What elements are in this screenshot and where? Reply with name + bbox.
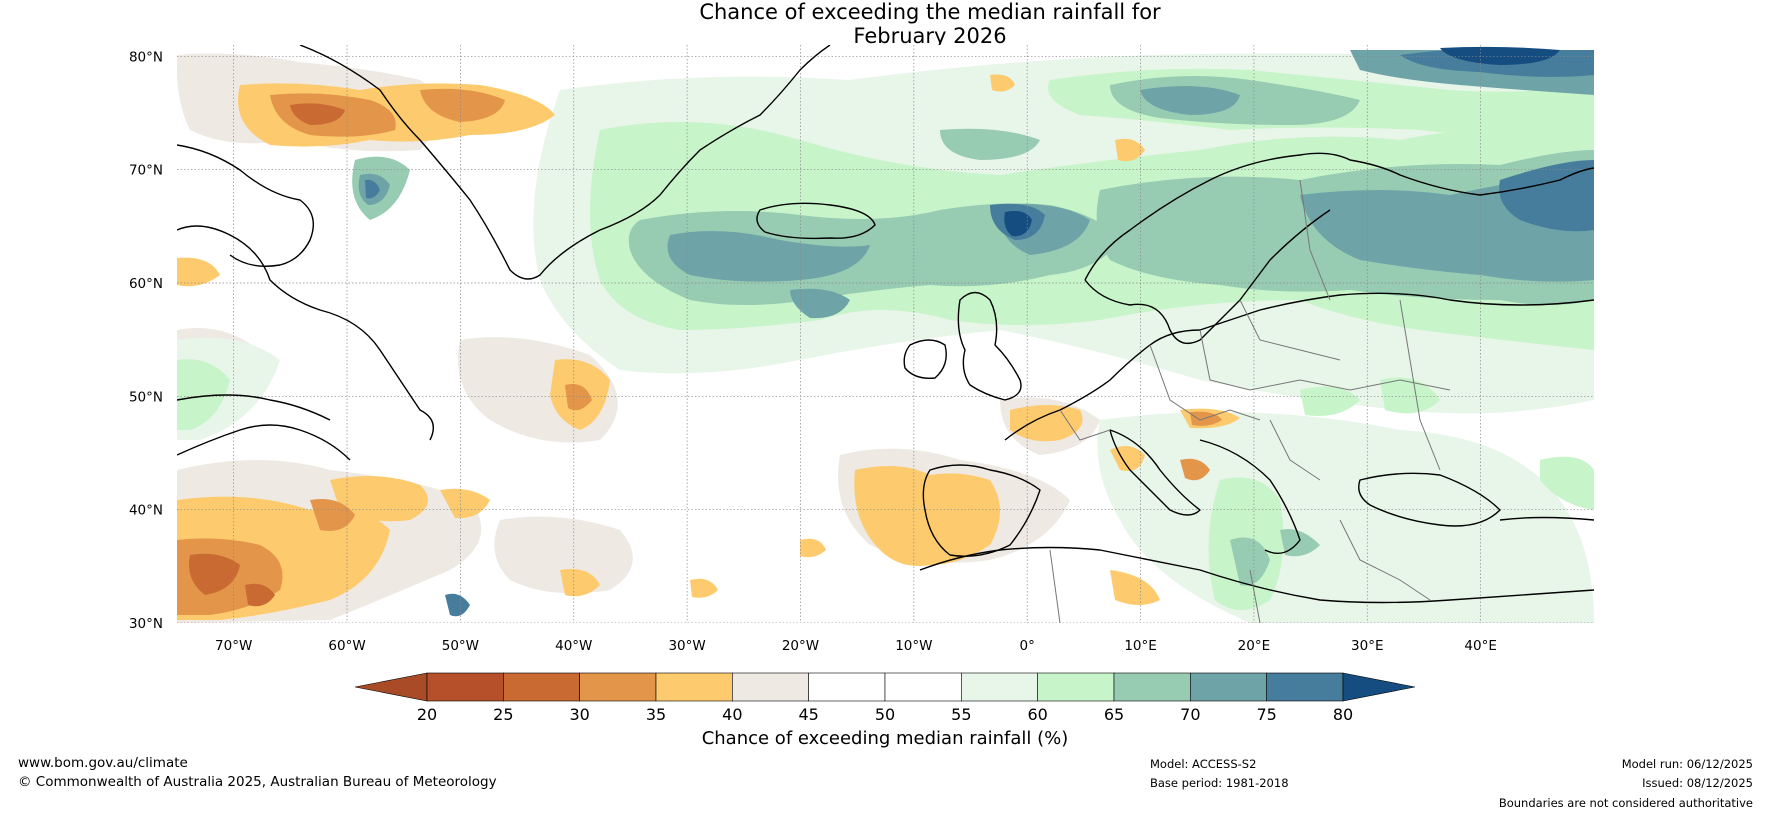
disclaimer-text: Boundaries are not considered authoritat… [1498, 796, 1753, 810]
lon-tick-label: 50°W [442, 638, 479, 654]
colorbar-over-triangle [1342, 672, 1416, 702]
coastlines [177, 45, 1594, 604]
colorbar-tick-label: 30 [569, 705, 589, 724]
colorbar-tick-label: 60 [1027, 705, 1047, 724]
lat-tick-label: 60°N [129, 276, 163, 292]
lon-tick-label: 30°W [668, 638, 705, 654]
lon-tick-label: 20°E [1238, 638, 1270, 654]
colorbar-tick-label: 45 [798, 705, 818, 724]
base-period-text: Base period: 1981-2018 [1150, 776, 1289, 790]
lat-tick-label: 30°N [129, 616, 163, 632]
colorbar-tick-label: 35 [646, 705, 666, 724]
colorbar-segment [961, 672, 1038, 702]
copyright-text: © Commonwealth of Australia 2025, Austra… [18, 774, 497, 790]
lon-tick-label: 40°E [1464, 638, 1496, 654]
lat-tick-label: 80°N [129, 49, 163, 65]
darkorange-regions [189, 103, 345, 607]
colorbar-segment [884, 672, 962, 702]
colorbar: 20 25 30 35 40 45 50 55 60 65 70 75 80 Chance of exc… [354, 672, 1416, 749]
darkblue-regions [1004, 46, 1560, 237]
graticule [177, 45, 1594, 623]
colorbar-tick-label: 20 [417, 705, 437, 724]
colorbar-tick-label: 55 [951, 705, 971, 724]
colorbar-tick-label: 70 [1180, 705, 1200, 724]
country-borders [1049, 179, 1451, 623]
colorbar-segment [1266, 672, 1344, 702]
lon-tick-label: 0° [1020, 638, 1035, 654]
colorbar-segment [426, 672, 504, 702]
colorbar-segment [503, 672, 580, 702]
colorbar-segment [655, 672, 733, 702]
colorbar-segment [1190, 672, 1267, 702]
colorbar-under-triangle [354, 672, 428, 702]
lat-tick-label: 70°N [129, 163, 163, 179]
colorbar-title: Chance of exceeding median rainfall (%) [702, 728, 1069, 749]
lon-tick-label: 10°W [895, 638, 932, 654]
issued-text: Issued: 08/12/2025 [1642, 776, 1753, 790]
colorbar-segment [1113, 672, 1191, 702]
colorbar-tick-label: 80 [1333, 705, 1353, 724]
colorbar-tick-label: 75 [1256, 705, 1276, 724]
lon-tick-label: 20°W [782, 638, 819, 654]
model-run-text: Model run: 06/12/2025 [1621, 757, 1753, 771]
colorbar-segment [732, 672, 809, 702]
title-line-1: Chance of exceeding the median rainfall … [699, 0, 1161, 24]
colorbar-tick-label: 50 [875, 705, 895, 724]
lon-tick-label: 10°E [1124, 638, 1156, 654]
colorbar-segment [808, 672, 886, 702]
lat-tick-label: 40°N [129, 503, 163, 519]
title-line-2: February 2026 [853, 24, 1007, 48]
colorbar-segment [1037, 672, 1115, 702]
lon-tick-label: 60°W [328, 638, 365, 654]
longitude-labels: 70°W 60°W 50°W 40°W 30°W 20°W 10°W 0° 10°E 20°E 30… [215, 638, 1497, 654]
colorbar-tick-label: 25 [493, 705, 513, 724]
lon-tick-label: 40°W [555, 638, 592, 654]
chart-title: Chance of exceeding the median rainfall … [0, 0, 1770, 48]
model-text: Model: ACCESS-S2 [1150, 757, 1257, 771]
colorbar-segment [579, 672, 657, 702]
lon-tick-label: 30°E [1351, 638, 1383, 654]
lat-tick-label: 50°N [129, 389, 163, 405]
colorbar-tick-label: 65 [1104, 705, 1124, 724]
colorbar-tick-label: 40 [722, 705, 742, 724]
map-panel [177, 45, 1594, 623]
latitude-labels: 80°N 70°N 60°N 50°N 40°N 30°N [129, 49, 163, 632]
website-text: www.bom.gov.au/climate [18, 755, 188, 771]
lon-tick-label: 70°W [215, 638, 252, 654]
